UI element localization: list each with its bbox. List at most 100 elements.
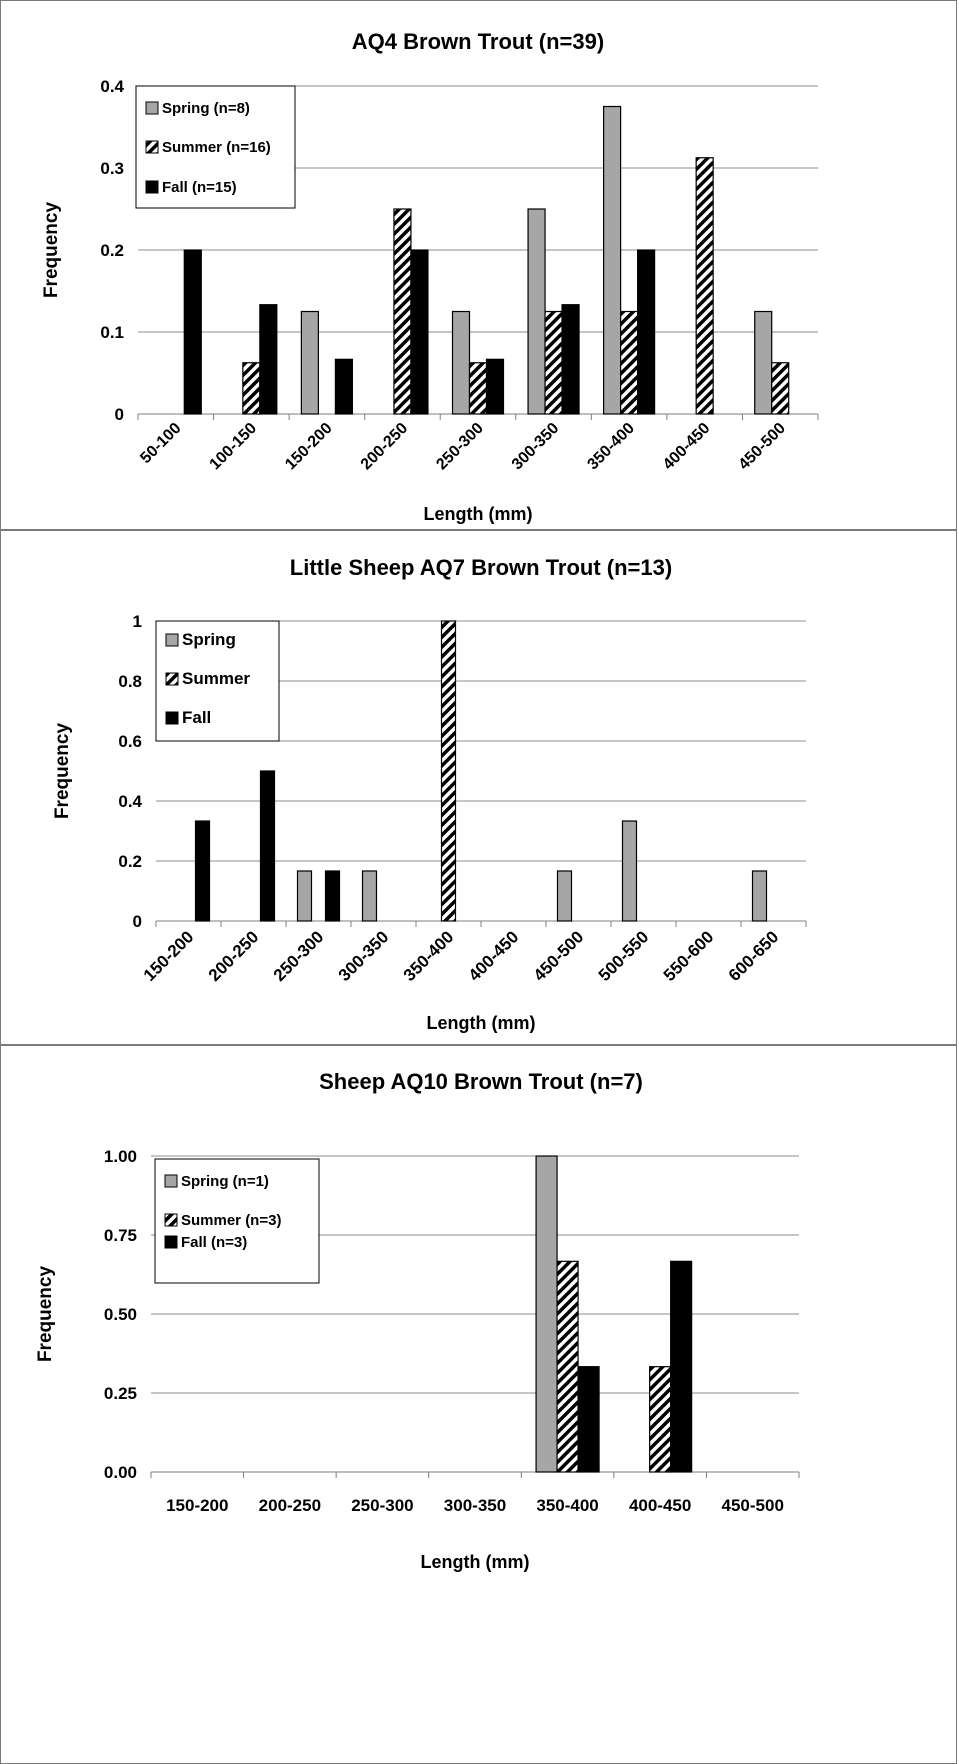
x-tick-label: 450-500	[530, 927, 588, 985]
bar-hatch	[242, 362, 261, 415]
bar-hatch	[649, 1366, 672, 1473]
bar-gray	[361, 870, 378, 922]
y-tick-label: 0.00	[104, 1463, 137, 1482]
x-tick-label: 200-250	[358, 420, 412, 474]
y-axis-label: Frequency	[52, 723, 73, 820]
bar-black	[259, 304, 278, 415]
chart-sheep-aq10: Sheep AQ10 Brown Trout (n=7) 0.00 0.25 0.50…	[35, 1069, 800, 1572]
chart-aq4: AQ4 Brown Trout (n=39) 0 0.1 0.2 0.3 0.4 50-10…	[41, 29, 819, 524]
y-tick-label: 1.00	[104, 1147, 137, 1166]
y-tick-label: 0.8	[118, 672, 142, 691]
x-tick-label: 50-100	[137, 420, 184, 467]
y-tick-label: 0.6	[118, 732, 142, 751]
bar-gray	[754, 310, 773, 415]
legend-label: Fall (n=15)	[162, 179, 237, 196]
bar-black	[637, 249, 656, 415]
x-tick-label: 300-350	[444, 1496, 506, 1515]
bar-black	[410, 249, 429, 415]
legend-swatch-black	[145, 180, 159, 194]
x-tick-label: 550-600	[660, 927, 718, 985]
legend: Spring Summer Fall	[155, 620, 280, 742]
bar-black	[561, 304, 580, 415]
bar-hatch	[393, 208, 412, 415]
y-tick-label: 1	[133, 612, 142, 631]
legend-label: Summer (n=16)	[162, 139, 271, 156]
x-tick-label: 400-450	[660, 420, 714, 474]
legend-swatch-gray	[145, 101, 159, 115]
y-tick-label: 0.4	[118, 792, 142, 811]
chart-little-sheep-aq7: Little Sheep AQ7 Brown Trout (n=13) 0 0.2 0…	[52, 555, 807, 1033]
bar-black	[183, 249, 202, 415]
y-axis-label: Frequency	[41, 202, 62, 299]
x-tick-label: 350-400	[400, 927, 458, 985]
legend-swatch-black	[164, 1235, 178, 1249]
x-tick-label: 150-200	[140, 927, 198, 985]
bar-gray	[751, 870, 768, 922]
bar-black	[577, 1366, 600, 1473]
y-tick-label: 0.25	[104, 1384, 137, 1403]
y-tick-label: 0.4	[100, 77, 124, 96]
y-tick-label: 0.50	[104, 1305, 137, 1324]
x-tick-label: 150-200	[166, 1496, 228, 1515]
y-tick-label: 0.1	[100, 323, 124, 342]
bar-gray	[527, 208, 546, 415]
bar-gray	[603, 105, 622, 415]
legend-label: Fall (n=3)	[181, 1234, 247, 1251]
y-tick-label: 0.75	[104, 1226, 137, 1245]
legend-label: Fall	[182, 708, 211, 727]
chart-title: AQ4 Brown Trout (n=39)	[352, 29, 604, 54]
x-tick-label: 400-450	[465, 927, 523, 985]
x-tick-label: 300-350	[335, 927, 393, 985]
y-tick-label: 0.3	[100, 159, 124, 178]
bar-hatch	[440, 620, 457, 922]
legend-swatch-hatch	[165, 672, 179, 686]
bar-hatch	[556, 1260, 579, 1473]
legend: Spring (n=8) Summer (n=16) Fall (n=15)	[135, 85, 296, 209]
x-tick-label: 250-300	[351, 1496, 413, 1515]
y-tick-label: 0.2	[118, 852, 142, 871]
x-tick-label: 200-250	[259, 1496, 321, 1515]
legend-label: Spring (n=1)	[181, 1173, 269, 1190]
bar-gray	[621, 820, 638, 922]
y-axis-label: Frequency	[35, 1266, 56, 1363]
x-tick-label: 250-300	[270, 927, 328, 985]
bar-gray	[451, 310, 471, 415]
chart-title: Little Sheep AQ7 Brown Trout (n=13)	[290, 555, 672, 580]
legend-swatch-hatch	[164, 1213, 178, 1227]
x-axis-label: Length (mm)	[424, 504, 533, 524]
legend-label: Spring (n=8)	[162, 100, 250, 117]
y-tick-label: 0	[133, 912, 142, 931]
x-tick-label: 250-300	[433, 420, 487, 474]
bar-hatch	[620, 310, 639, 415]
legend-swatch-hatch	[145, 140, 159, 154]
bar-gray	[535, 1155, 558, 1473]
x-tick-label: 200-250	[205, 927, 263, 985]
bar-hatch	[771, 362, 790, 415]
x-tick-label: 350-400	[536, 1496, 598, 1515]
legend-label: Summer	[182, 669, 250, 688]
bar-hatch	[695, 157, 714, 415]
bar-black	[259, 770, 276, 922]
bar-gray	[556, 870, 573, 922]
bar-black	[670, 1260, 693, 1473]
x-tick-label: 300-350	[509, 420, 563, 474]
x-tick-label: 100-150	[207, 420, 261, 474]
bar-black	[324, 870, 341, 922]
bar-black	[485, 358, 505, 415]
x-tick-label: 600-650	[725, 927, 783, 985]
x-tick-label: 450-500	[736, 420, 790, 474]
x-tick-label: 450-500	[722, 1496, 784, 1515]
legend-box	[154, 1158, 320, 1284]
bar-hatch	[468, 362, 488, 415]
legend: Spring (n=1) Summer (n=3) Fall (n=3)	[154, 1158, 320, 1284]
bar-black	[194, 820, 211, 922]
chart-panel-sheep-aq10: Sheep AQ10 Brown Trout (n=7) 0.00 0.25 0.50…	[0, 1045, 957, 1764]
chart-panel-aq4: AQ4 Brown Trout (n=39) 0 0.1 0.2 0.3 0.4 50-10…	[0, 0, 957, 530]
chart-panel-little-sheep-aq7: Little Sheep AQ7 Brown Trout (n=13) 0 0.2 0…	[0, 530, 957, 1045]
x-tick-label: 350-400	[584, 420, 638, 474]
x-axis-label: Length (mm)	[427, 1013, 536, 1033]
x-axis-label: Length (mm)	[421, 1552, 530, 1572]
bar-black	[334, 358, 353, 415]
chart-title: Sheep AQ10 Brown Trout (n=7)	[319, 1069, 643, 1094]
legend-swatch-gray	[164, 1174, 178, 1188]
